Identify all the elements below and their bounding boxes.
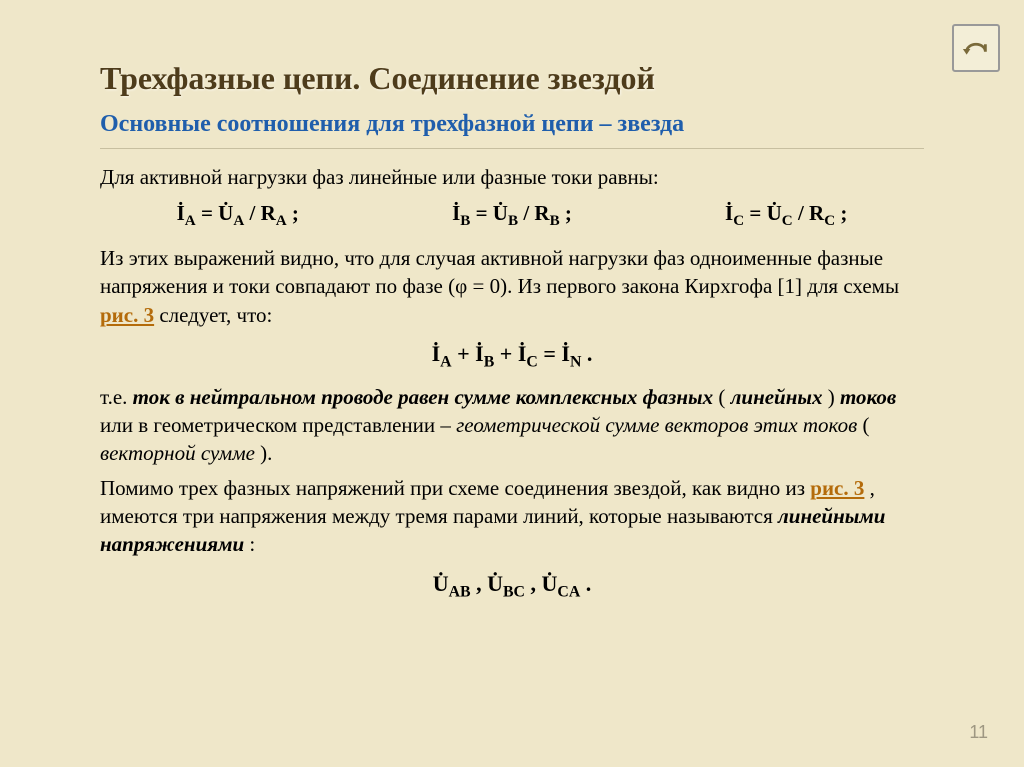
text-segment: следует, что:: [159, 303, 272, 327]
equation-ia: İA = U̇A / RA ;: [177, 199, 299, 232]
text-segment: Из этих выражений видно, что для случая …: [100, 246, 899, 298]
slide: Трехфазные цепи. Соединение звездой Осно…: [0, 0, 1024, 767]
text-bolditalic: ток в нейтральном проводе равен сумме ко…: [133, 385, 713, 409]
equation-line-voltages: U̇AB , U̇BC , U̇CA .: [100, 569, 924, 603]
equation-neutral: İA + İB + İC = İN .: [100, 339, 924, 373]
text-segment: ): [828, 385, 840, 409]
text-italic: геометрической сумме векторов этих токов: [456, 413, 857, 437]
paragraph-line-voltages: Помимо трех фазных напряжений при схеме …: [100, 474, 924, 559]
text-bolditalic: токов: [840, 385, 896, 409]
equation-row-currents: İA = U̇A / RA ; İB = U̇B / RB ; İC = U̇C…: [100, 199, 924, 232]
text-segment: т.е.: [100, 385, 133, 409]
text-segment: или в геометрическом представлении –: [100, 413, 456, 437]
page-number: 11: [969, 722, 988, 743]
text-segment: (: [718, 385, 725, 409]
equation-ib: İB = U̇B / RB ;: [452, 199, 572, 232]
link-fig3-b[interactable]: рис. 3: [810, 476, 864, 500]
text-segment: (: [862, 413, 869, 437]
text-italic: векторной сумме: [100, 441, 255, 465]
divider: [100, 148, 924, 149]
paragraph-kirchhoff: Из этих выражений видно, что для случая …: [100, 244, 924, 329]
slide-subtitle: Основные соотношения для трехфазной цепи…: [100, 111, 924, 138]
text-segment: Помимо трех фазных напряжений при схеме …: [100, 476, 810, 500]
text-segment: ).: [260, 441, 272, 465]
link-fig3-a[interactable]: рис. 3: [100, 303, 154, 327]
text-bolditalic: линейных: [731, 385, 823, 409]
return-arrow-icon: [961, 33, 991, 63]
text-segment: :: [249, 532, 255, 556]
paragraph-intro: Для активной нагрузки фаз линейные или ф…: [100, 163, 924, 191]
equation-ic: İC = U̇C / RC ;: [725, 199, 847, 232]
paragraph-neutral-current: т.е. ток в нейтральном проводе равен сум…: [100, 383, 924, 468]
slide-title: Трехфазные цепи. Соединение звездой: [100, 60, 924, 97]
slide-body: Для активной нагрузки фаз линейные или ф…: [100, 163, 924, 603]
back-button[interactable]: [952, 24, 1000, 72]
